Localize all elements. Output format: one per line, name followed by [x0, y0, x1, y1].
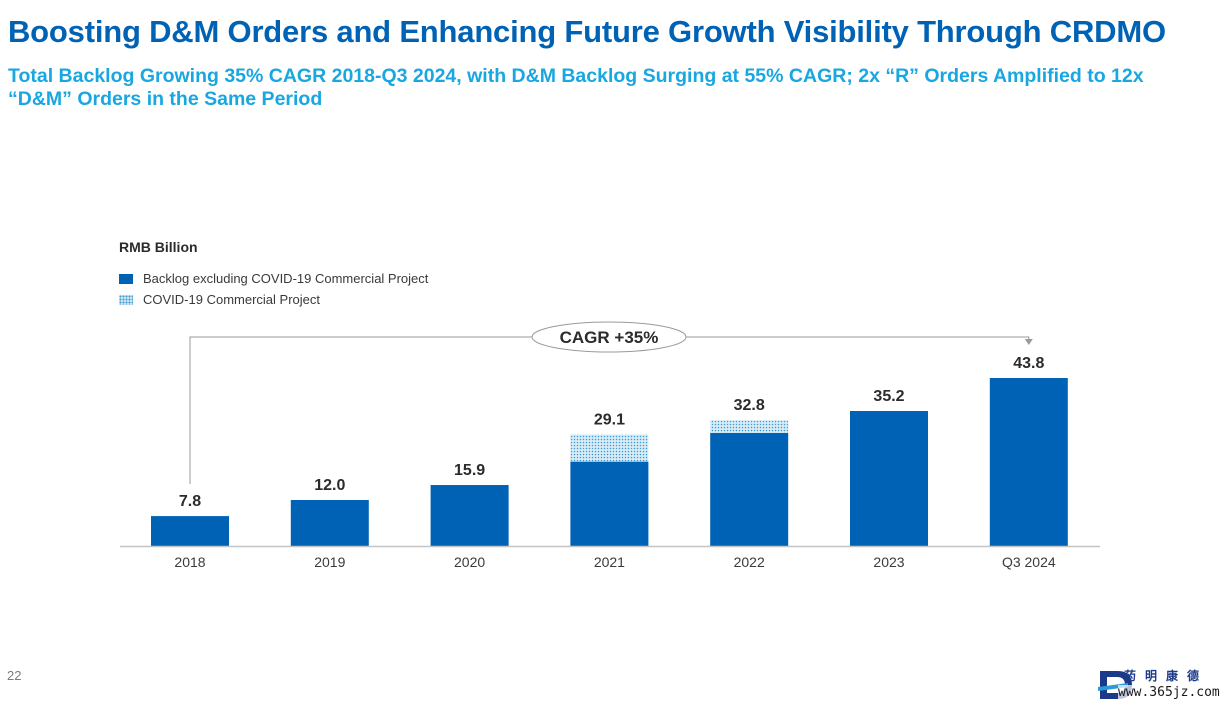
slide-subtitle: Total Backlog Growing 35% CAGR 2018-Q3 2…: [8, 65, 1144, 110]
bar-backlog-2019: [290, 499, 369, 546]
labels-group: 7.8 2018 12.0 2019 15.9 2020 29.1 2021 32.8 2022 3…: [174, 355, 1055, 570]
data-label-2023: 35.2: [873, 388, 904, 405]
x-tick-label-2022: 2022: [734, 554, 765, 570]
data-label-2021: 29.1: [594, 411, 625, 428]
chart-unit-label: RMB Billion: [119, 239, 198, 255]
x-tick-label-2023: 2023: [873, 554, 904, 570]
x-tick-label-q3-2024: Q3 2024: [1002, 554, 1056, 570]
bar-covid-2022: [710, 420, 789, 433]
bars-group: [151, 378, 1068, 546]
x-tick-label-2021: 2021: [594, 554, 625, 570]
x-tick-label-2018: 2018: [174, 554, 205, 570]
x-tick-label-2020: 2020: [454, 554, 485, 570]
legend-swatch-backlog: [119, 273, 133, 284]
bar-covid-2021: [570, 434, 649, 462]
legend-item-covid: COVID-19 Commercial Project: [119, 289, 428, 310]
cagr-pill: [531, 321, 687, 353]
page-number: 22: [7, 668, 22, 683]
bar-backlog-q3-2024: [989, 378, 1068, 546]
bar-backlog-2021: [570, 461, 649, 546]
logo-cjk-text: 药明康德: [1124, 669, 1209, 683]
x-tick-label-2019: 2019: [314, 554, 345, 570]
bar-backlog-2020: [430, 485, 509, 546]
logo-url-watermark: www.365jz.com: [1118, 685, 1220, 700]
data-label-2019: 12.0: [314, 477, 345, 494]
bar-backlog-2022: [710, 432, 789, 546]
chart-legend: Backlog excluding COVID-19 Commercial Pr…: [119, 268, 428, 310]
data-label-2020: 15.9: [454, 462, 485, 479]
legend-label-backlog: Backlog excluding COVID-19 Commercial Pr…: [143, 271, 429, 286]
data-label-q3-2024: 43.8: [1013, 355, 1044, 372]
cagr-arrowhead: [1024, 339, 1033, 346]
data-label-2022: 32.8: [734, 397, 765, 414]
legend-item-backlog: Backlog excluding COVID-19 Commercial Pr…: [119, 268, 428, 289]
cagr-label: CAGR +35%: [560, 328, 659, 347]
legend-swatch-covid: [119, 294, 133, 305]
bar-backlog-2023: [850, 411, 928, 546]
bar-backlog-2018: [151, 516, 229, 546]
data-label-2018: 7.8: [179, 493, 201, 510]
cagr-annotation: CAGR +35%: [189, 321, 1033, 485]
slide-title: Boosting D&M Orders and Enhancing Future…: [8, 14, 1166, 49]
legend-label-covid: COVID-19 Commercial Project: [143, 292, 320, 307]
